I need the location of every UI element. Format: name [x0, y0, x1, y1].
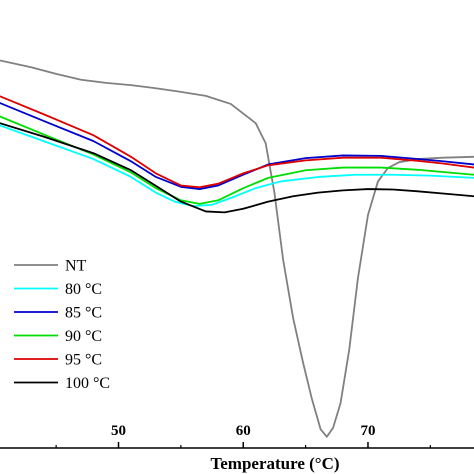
x-tick-label-70: 70	[360, 423, 375, 439]
legend-label-85-c: 85 °C	[65, 305, 102, 322]
series-line-85-c	[0, 102, 474, 190]
x-axis-title: Temperature (°C)	[210, 454, 339, 473]
x-tick-label-60: 60	[236, 423, 251, 439]
legend-label-100-c: 100 °C	[65, 375, 110, 392]
series-line-80-c	[0, 124, 474, 207]
legend: NT 80 °C 85 °C 90 °C 95 °C 100 °C	[14, 258, 110, 392]
legend-label-90-c: 90 °C	[65, 328, 102, 345]
series-line-90-c	[0, 115, 474, 205]
x-ticks: 50 60 70	[55, 423, 431, 448]
series-line-nt	[0, 59, 474, 438]
x-tick-label-50: 50	[111, 423, 126, 439]
legend-label-nt: NT	[65, 258, 87, 275]
legend-label-95-c: 95 °C	[65, 352, 102, 369]
plot-lines	[0, 59, 474, 438]
legend-label-80-c: 80 °C	[65, 281, 102, 298]
series-line-100-c	[0, 122, 474, 214]
series-line-95-c	[0, 95, 474, 189]
